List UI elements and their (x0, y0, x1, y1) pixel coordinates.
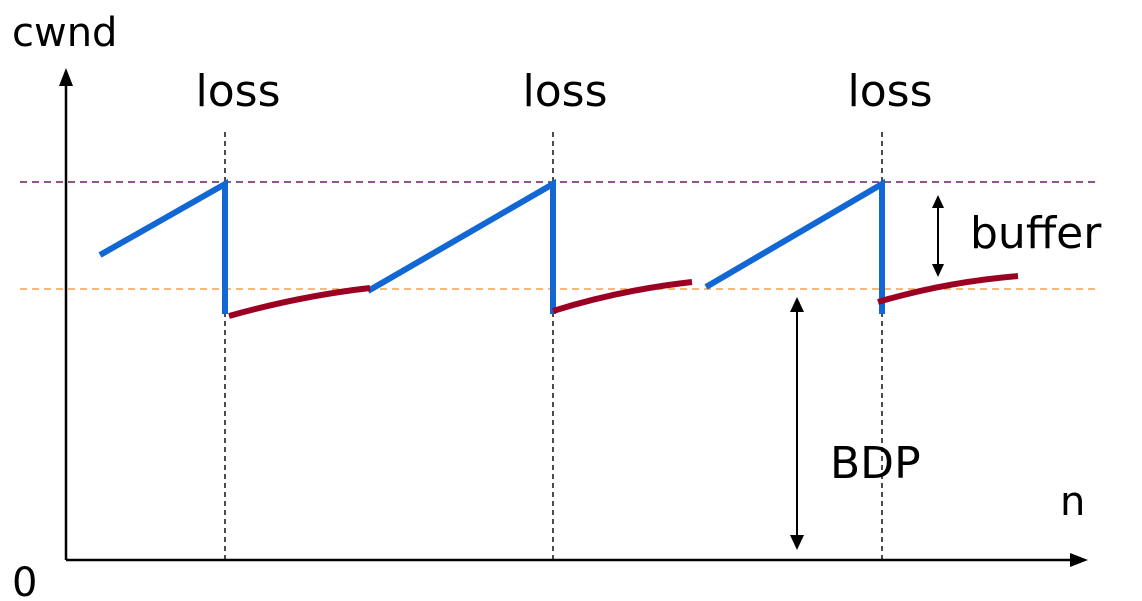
cwnd-sawtooth-2 (366, 178, 556, 314)
cwnd-growth-segments (98, 178, 885, 314)
buffer-arrow (932, 195, 944, 277)
cwnd-sawtooth-3 (704, 178, 885, 314)
loss-label-2: loss (523, 66, 608, 117)
bdp-label: BDP (830, 438, 921, 489)
x-axis-arrowhead (1070, 553, 1088, 567)
y-axis-label: cwnd (12, 10, 117, 56)
y-axis (59, 68, 73, 560)
x-axis (66, 553, 1088, 567)
y-axis-arrowhead (59, 68, 73, 86)
loss-label-3: loss (848, 66, 933, 117)
origin-label: 0 (12, 560, 37, 601)
x-axis-label: n (1060, 479, 1085, 525)
bdp-arrow (790, 297, 804, 550)
loss-label-1: loss (196, 66, 281, 117)
buffer-label: buffer (970, 208, 1102, 259)
cwnd-recovery-1 (228, 285, 371, 319)
cwnd-recovery-2 (552, 279, 693, 314)
cwnd-sawtooth-1 (98, 178, 228, 314)
cwnd-recovery-3 (877, 273, 1019, 305)
cwnd-recovery-segments (228, 273, 1019, 319)
